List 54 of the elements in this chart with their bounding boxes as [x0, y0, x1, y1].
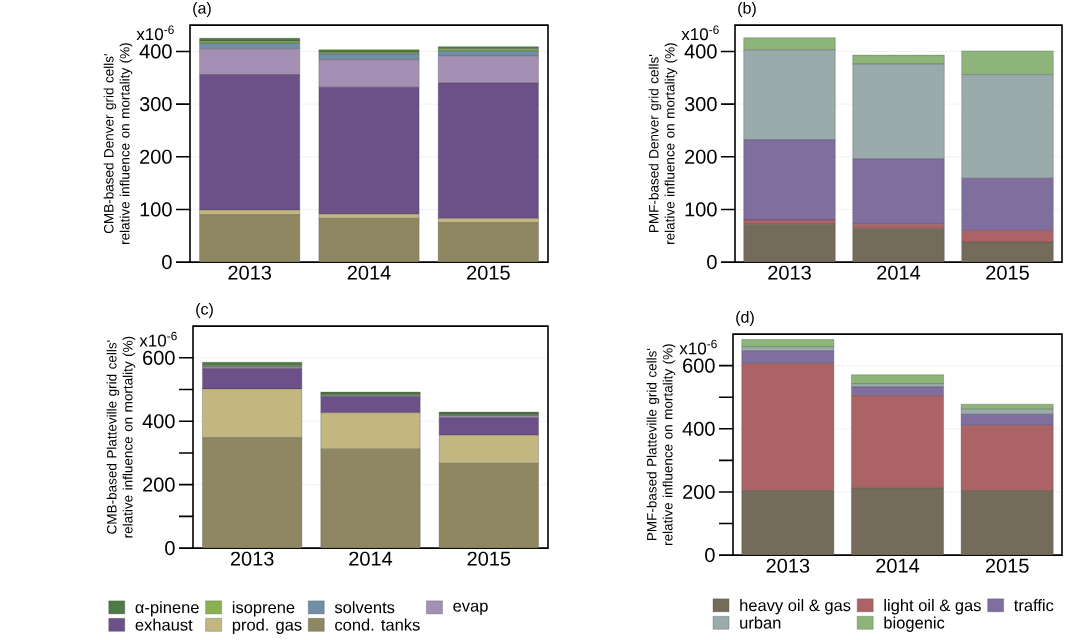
y-tick-label: 0: [162, 254, 172, 270]
legend-label: evap: [453, 602, 488, 615]
legend-label: biogenic: [884, 616, 945, 632]
y-axis-title: CMB-based Denver grid cells' relative influence on mortality (%): [103, 43, 133, 244]
legend-label: isoprene: [232, 601, 295, 617]
legend-label: heavy oil & gas: [740, 599, 851, 615]
y-tick-label: 400: [684, 44, 717, 59]
x-tick-label: 2014: [347, 265, 391, 280]
y-tick-label: 200: [685, 149, 717, 164]
x-tick-label: 2015: [985, 558, 1029, 573]
x-tick-label: 2013: [768, 265, 811, 280]
x-tick-label: 2013: [228, 265, 272, 280]
y-tick-label: 0: [165, 540, 175, 556]
y-tick-label: 300: [139, 96, 172, 112]
y-tick-label: 0: [707, 254, 717, 270]
chart-title: (d): [736, 310, 754, 326]
text: x10$^{-6}$: [681, 25, 719, 41]
y-tick-label: 400: [682, 421, 715, 436]
legend-label: urban: [740, 616, 781, 629]
y-tick-label: 400: [142, 414, 175, 429]
y-tick-label: 400: [139, 44, 172, 59]
y-tick-label: 200: [143, 477, 175, 492]
x-tick-label: 2015: [467, 551, 511, 566]
x-tick-label: 2015: [467, 265, 510, 280]
y-tick-label: 600: [683, 358, 715, 373]
y-tick-label: 100: [685, 202, 717, 217]
x-tick-label: 2013: [766, 558, 810, 573]
y-tick-label: 600: [143, 350, 175, 365]
y-tick-label: 200: [683, 484, 715, 499]
legend-label: light oil & gas: [884, 599, 981, 615]
y-axis-title: PMF-based Platteville grid cells' relative influence on mortality (%): [646, 344, 676, 545]
chart-title: (a): [193, 1, 211, 17]
legend-label: solvents: [334, 601, 395, 614]
legend-label: cond. tanks: [335, 618, 420, 631]
y-tick-label: 0: [705, 547, 715, 563]
chart-title: (c): [196, 302, 213, 318]
y-tick-label: 300: [684, 96, 717, 112]
legend-label: traffic: [1014, 599, 1054, 612]
legend-label: exhaust: [135, 618, 193, 631]
legend-label: prod. gas: [232, 618, 302, 634]
x-tick-label: 2013: [230, 551, 274, 566]
y-axis-title: CMB-based Platteville grid cells' relative influence on mortality (%): [106, 336, 136, 538]
x-tick-label: 2014: [349, 551, 393, 566]
text: x10$^{-6}$: [139, 331, 177, 347]
x-tick-label: 2015: [986, 265, 1029, 280]
text: x10$^{-6}$: [679, 339, 717, 355]
y-tick-label: 100: [140, 202, 172, 217]
text: x10$^{-6}$: [136, 25, 174, 41]
chart-title: (b): [738, 1, 756, 17]
y-axis-title: PMF-based Denver grid cells' relative influence on mortality (%): [648, 43, 678, 244]
x-tick-label: 2014: [876, 558, 920, 573]
y-tick-label: 200: [140, 149, 172, 164]
legend-label: α-pinene: [135, 601, 199, 617]
x-tick-label: 2014: [877, 265, 921, 280]
